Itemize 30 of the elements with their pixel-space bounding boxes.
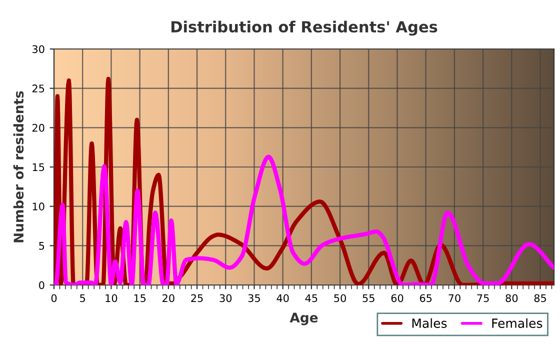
x-tick-label: 20 (162, 294, 174, 302)
x-tick-label: 60 (391, 294, 404, 302)
x-tick-label: 65 (420, 294, 432, 302)
x-tick-label: 75 (477, 294, 489, 302)
x-tick-label: 5 (80, 294, 86, 302)
y-tick-label: 0 (39, 281, 44, 290)
x-tick-label: 85 (534, 294, 546, 302)
y-axis-title: Number of residents (13, 91, 24, 242)
x-tick-label: 55 (362, 294, 374, 302)
y-tick-label: 25 (32, 84, 44, 92)
y-tick-label: 15 (32, 163, 44, 172)
y-tick-label: 10 (32, 202, 44, 210)
chart-title: Distribution of Residents' Ages (171, 20, 438, 36)
x-tick-label: 15 (134, 294, 146, 302)
y-tick-label: 30 (32, 45, 44, 54)
y-tick-label: 5 (39, 242, 44, 250)
x-axis-title: Age (290, 312, 318, 326)
x-tick-label: 25 (191, 294, 203, 302)
x-tick-label: 10 (106, 294, 118, 302)
x-tick-label: 50 (334, 294, 346, 302)
x-tick-label: 80 (506, 294, 518, 302)
x-tick-label: 30 (220, 294, 232, 302)
x-tick-label: 0 (51, 294, 57, 302)
x-tick-label: 70 (448, 294, 460, 302)
x-tick-label: 40 (276, 294, 289, 302)
x-tick-label: 45 (305, 294, 318, 302)
x-tick-label: 35 (248, 294, 260, 302)
legend-label: Females (492, 318, 542, 328)
y-tick-label: 20 (32, 124, 44, 132)
legend-label: Males (412, 318, 447, 328)
